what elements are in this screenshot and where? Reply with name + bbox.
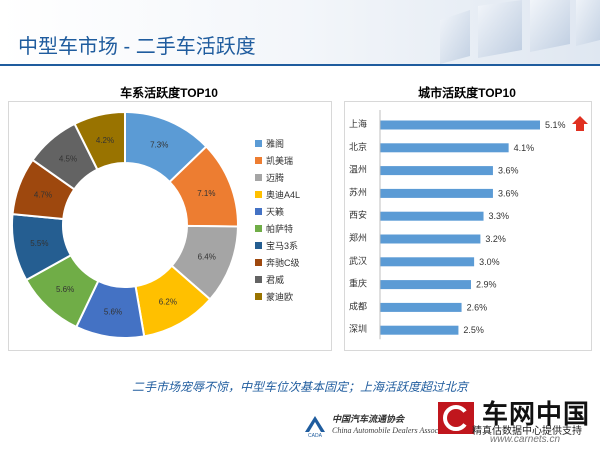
bar [380,188,493,198]
donut-slice-label: 6.2% [159,297,177,306]
legend-label: 帕萨特 [266,223,293,234]
page-title: 中型车市场 - 二手车活跃度 [18,36,256,58]
bar [380,302,462,312]
bar [380,325,459,335]
legend-swatch [255,191,262,198]
bar-value-label: 2.9% [476,280,497,290]
carnet-tagline: 精真估数据中心提供支持 [472,426,582,437]
legend-swatch [255,174,262,181]
cada-name-cn: 中国汽车流通协会 [332,414,405,424]
bar-category-label: 上海 [349,118,367,129]
bar-category-label: 北京 [349,141,367,152]
bar-category-label: 成都 [349,300,367,311]
bar-category-label: 西安 [349,209,367,220]
legend-swatch [255,293,262,300]
donut-chart-title: 车系活跃度TOP10 [120,86,218,100]
bar-value-label: 4.1% [514,143,535,153]
bar [380,143,509,153]
bar [380,211,484,221]
legend-label: 凯美瑞 [266,155,293,166]
donut-slice-label: 4.2% [96,136,114,145]
legend-label: 君威 [266,274,284,285]
bar-category-label: 郑州 [349,232,367,243]
bar-value-label: 3.6% [498,188,519,198]
donut-chart-panel: 7.3% 7.1% 6.4% 6.2% 5.6% 5.6% 5.5% 4.7% 4.5% 4.2%… [8,101,332,351]
bar [380,234,481,244]
cada-name-en: China Automobile Dealers Association [332,426,457,435]
bar-chart-panel: 上海 5.1% 北京 4.1% 温州 3.6% 苏州 3.6% 西安 3.3% 郑州 3.2% 武汉 3.… [344,101,592,351]
legend-label: 雅阁 [266,138,284,149]
bar-chart-title: 城市活跃度TOP10 [418,86,516,100]
legend-swatch [255,208,262,215]
legend-label: 宝马3系 [266,240,298,251]
donut-slice-label: 7.1% [197,189,215,198]
bar-value-label: 3.6% [498,166,519,176]
bar-value-label: 3.2% [485,234,506,244]
legend-swatch [255,242,262,249]
legend-swatch [255,259,262,266]
donut-slice [73,110,126,171]
bar-category-label: 武汉 [349,255,367,266]
legend-label: 天籁 [266,206,284,217]
bar-chart: 上海 5.1% 北京 4.1% 温州 3.6% 苏州 3.6% 西安 3.3% 郑州 3.2% 武汉 3.… [349,110,588,340]
carnet-logo-icon [438,402,474,434]
up-arrow-icon [572,116,588,131]
donut-slice-label: 4.5% [59,155,77,164]
bar [380,257,475,267]
bar [380,120,540,130]
donut-slice-label: 6.4% [198,252,216,261]
bar [380,280,471,290]
legend-label: 奥迪A4L [266,189,300,200]
bar-category-label: 温州 [349,165,367,175]
bar-category-label: 苏州 [349,186,367,197]
donut-slice-label: 5.5% [30,239,48,248]
bar-category-label: 深圳 [349,324,367,334]
cada-logo: CADA 中国汽车流通协会 China Automobile Dealers A… [302,408,457,442]
legend-label: 迈腾 [266,172,284,183]
bar-value-label: 2.6% [467,302,488,312]
bar-category-label: 重庆 [349,278,367,289]
cubes-graphic [440,0,600,64]
legend-label: 蒙迪欧 [266,291,293,302]
carnet-url: www.carnets.cn [490,434,561,445]
legend-label: 奔驰C级 [266,257,300,268]
header-banner: 中型车市场 - 二手车活跃度 [0,0,600,64]
legend-swatch [255,225,262,232]
donut-slice-label: 5.6% [56,285,74,294]
cada-emblem-icon: CADA [305,416,325,438]
svg-text:CADA: CADA [308,433,323,438]
donut-slice-label: 7.3% [150,140,168,149]
bar [380,166,493,176]
legend-swatch [255,140,262,147]
donut-slice-label: 5.6% [104,308,122,317]
legend-swatch [255,157,262,164]
bar-value-label: 3.0% [479,257,500,267]
donut-chart: 7.3% 7.1% 6.4% 6.2% 5.6% 5.6% 5.5% 4.7% 4.5% 4.2%… [11,110,300,339]
legend-swatch [255,276,262,283]
summary-text: 二手市场宠辱不惊，中型车位次基本固定；上海活跃度超过北京 [131,380,468,394]
donut-slice-label: 4.7% [34,191,52,200]
bar-value-label: 5.1% [545,120,566,130]
header-divider [0,64,600,66]
carnet-brand-name: 车网中国 [482,399,591,429]
bar-value-label: 2.5% [463,325,484,335]
bar-value-label: 3.3% [489,211,510,221]
